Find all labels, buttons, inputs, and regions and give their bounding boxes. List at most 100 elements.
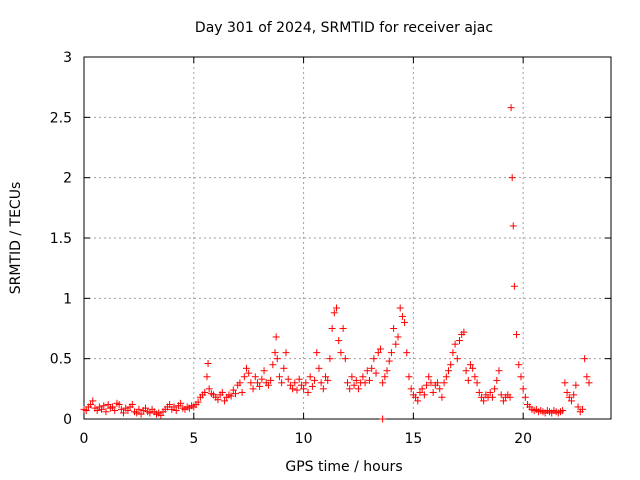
data-point [379,415,387,423]
data-point [423,381,431,389]
data-point [109,403,117,411]
data-point [438,393,446,401]
data-point [455,337,463,345]
data-point [260,367,268,375]
data-point [509,222,517,230]
x-tick-label: 5 [189,431,198,447]
data-point [506,393,514,401]
data-point [272,333,280,341]
data-point [201,388,209,396]
data-point [370,355,378,363]
data-point [242,364,250,372]
data-point [462,367,470,375]
data-point [365,376,373,384]
data-point [232,390,240,398]
y-axis-label: SRMTID / TECUs [8,182,24,295]
data-point [376,345,384,353]
data-point [517,373,525,381]
data-point [328,325,336,332]
plot-frame [83,56,612,420]
data-point [372,369,380,377]
data-point [507,104,515,112]
data-point [453,355,461,363]
data-point [427,379,435,387]
data-point [383,367,391,375]
data-point [469,364,477,372]
data-point [519,385,527,393]
data-point [87,401,95,409]
data-point [473,379,481,387]
data-point [394,333,402,341]
data-point [480,397,488,405]
data-point [117,405,125,413]
data-point [256,382,264,390]
data-point [203,373,211,381]
data-point [572,381,580,389]
data-point [214,396,222,404]
data-point [324,376,332,384]
data-point [350,381,358,389]
data-point [269,361,277,369]
data-point [302,379,310,387]
data-point [339,325,347,332]
data-point [218,388,226,396]
data-point [306,373,314,381]
data-point [247,379,255,387]
data-point [82,407,90,415]
data-point [447,361,455,369]
data-point [405,373,413,381]
data-point [170,403,178,411]
data-point [381,373,389,381]
data-point [93,407,101,415]
data-point [442,373,450,381]
x-tick-label: 10 [295,431,313,447]
y-tick-label: 1.5 [50,231,72,247]
data-point [146,409,154,417]
data-point [425,373,433,381]
x-tick-label: 0 [80,431,89,447]
data-point [278,379,286,387]
data-point [326,355,334,363]
data-point [418,385,426,393]
data-point [344,379,351,387]
y-tick-label: 2.5 [50,110,72,126]
data-point [361,379,369,387]
data-point [238,388,246,396]
data-point [403,349,411,357]
data-point [570,391,578,399]
data-point [204,359,212,367]
data-point [330,309,338,317]
data-point [497,391,505,399]
data-point [141,404,149,412]
data-point [157,411,165,419]
data-point [521,393,529,401]
data-point [205,385,213,393]
data-point [429,388,437,396]
data-point [440,379,448,387]
data-point [449,349,457,357]
data-point [104,401,112,409]
data-point [477,393,485,401]
data-point [471,373,479,381]
data-point [273,355,281,363]
data-point [574,403,582,411]
data-point [359,373,367,381]
data-point [264,381,272,389]
data-point [513,331,521,339]
data-point [407,385,415,393]
data-point [445,367,453,375]
data-point [379,379,387,387]
y-tick-label: 0 [63,412,72,428]
data-point [495,367,503,375]
data-point [420,391,428,399]
data-point [289,385,297,393]
data-point [293,386,301,394]
data-point [317,379,325,387]
data-point [308,382,316,390]
data-point [486,388,494,396]
data-point [341,355,349,363]
data-point [578,405,586,413]
data-point [271,349,279,357]
data-point [221,397,229,405]
data-point [133,409,141,417]
